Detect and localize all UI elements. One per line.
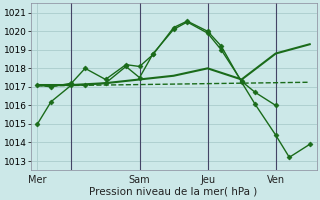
X-axis label: Pression niveau de la mer( hPa ): Pression niveau de la mer( hPa ): [90, 187, 258, 197]
